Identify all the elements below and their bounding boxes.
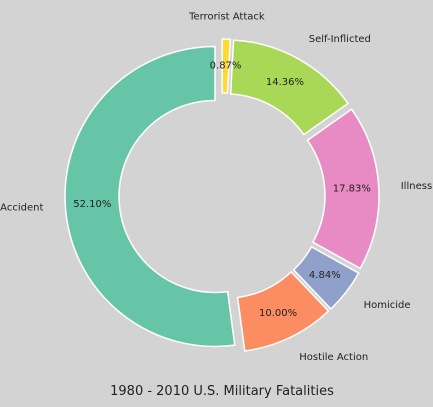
slice-category-label: Hostile Action	[299, 352, 368, 363]
slice-value-label: 10.00%	[259, 308, 297, 319]
slice-category-label: Illness	[401, 181, 432, 192]
slice-illness	[306, 108, 380, 270]
slice-category-label: Self-Inflicted	[309, 34, 371, 45]
slice-value-label: 52.10%	[73, 199, 111, 210]
slice-value-label: 4.84%	[309, 270, 341, 281]
slice-homicide	[292, 245, 360, 311]
slice-accident	[64, 45, 236, 348]
chart-slices	[64, 38, 380, 352]
slice-value-label: 0.87%	[210, 61, 242, 72]
slice-value-label: 14.36%	[266, 77, 304, 88]
slice-terrorist-attack	[221, 38, 232, 94]
slice-category-label: Terrorist Attack	[188, 12, 265, 23]
slice-category-label: Homicide	[364, 300, 411, 311]
chart-title: 1980 - 2010 U.S. Military Fatalities	[110, 384, 334, 399]
slice-self-inflicted	[229, 39, 350, 136]
percentage-labels: 52.10% 10.00% 4.84% 17.83% 14.36% 0.87%	[73, 61, 371, 319]
slice-value-label: 17.83%	[333, 184, 371, 195]
slice-category-label: Accident	[0, 202, 43, 213]
category-labels: Accident Hostile Action Homicide Illness Sel…	[0, 12, 432, 363]
slice-hostile-action	[236, 270, 330, 352]
